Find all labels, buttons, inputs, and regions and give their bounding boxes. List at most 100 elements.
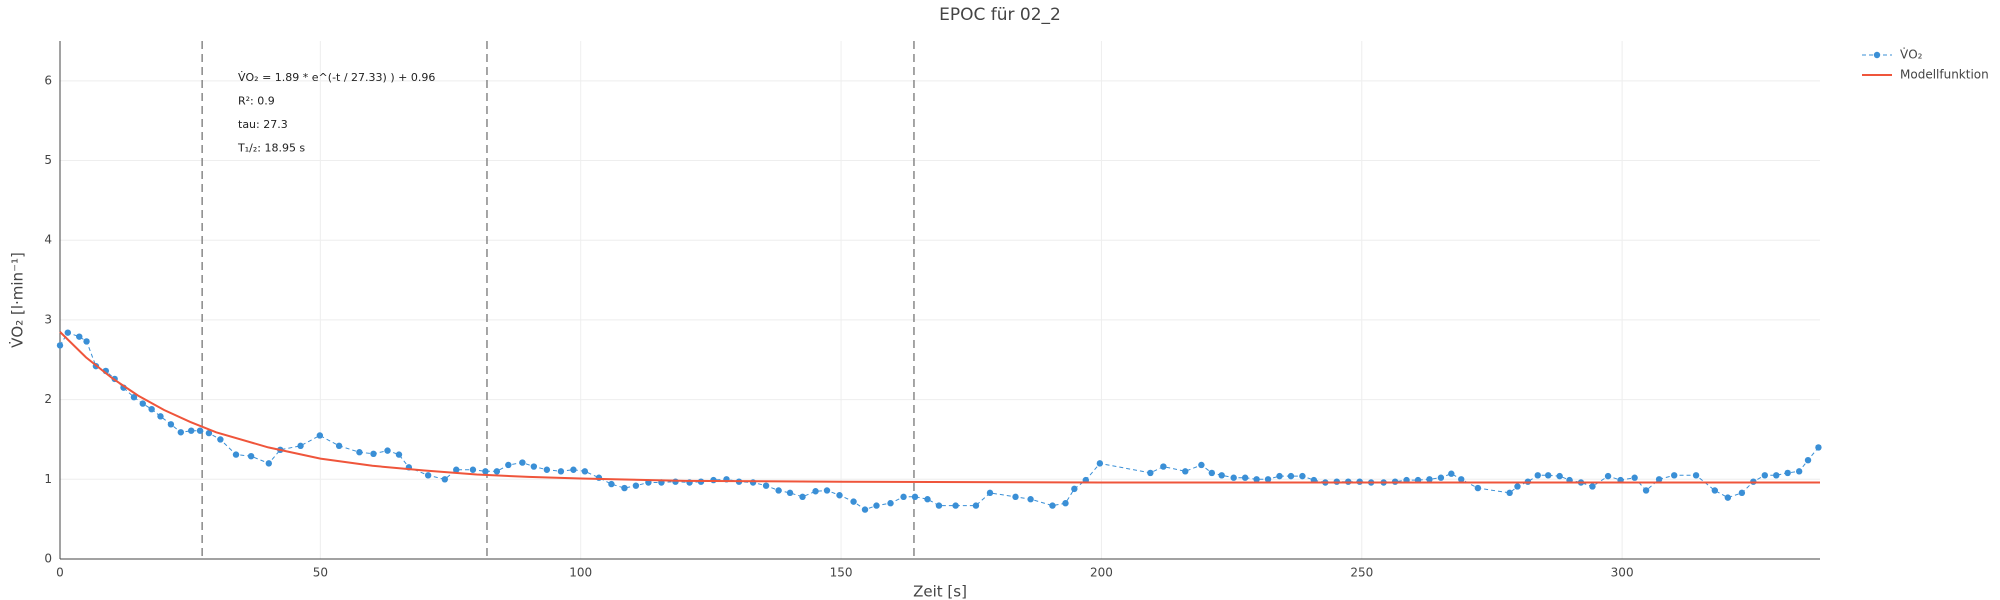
data-point [952,502,959,509]
y-tick-label: 2 [44,392,52,406]
data-point [83,338,90,345]
data-point [1815,444,1822,451]
data-point [148,405,155,413]
legend-marker [1873,51,1881,59]
data-point [232,451,240,458]
data-point [76,333,83,340]
data-point [632,482,640,489]
data-point [581,468,589,475]
data-point [1534,472,1541,479]
data-point [850,498,857,505]
data-point [812,488,819,495]
data-point [1160,463,1167,470]
data-point [1711,487,1719,494]
data-point [1027,496,1034,503]
data-point [1544,472,1552,479]
data-point [1218,472,1225,479]
data-point [1241,474,1249,481]
data-point [1448,470,1455,477]
data-point [1062,500,1069,507]
data-point [530,463,538,470]
data-point [139,400,146,407]
data-point [297,442,304,450]
data-point [1096,460,1104,467]
data-point [861,506,869,513]
data-point [519,459,526,466]
data-point [1182,468,1189,475]
legend-label: Modellfunktion [1900,68,1989,82]
data-point [1784,469,1791,477]
data-point [1604,472,1612,480]
data-point [557,468,565,475]
data-point [1230,474,1237,481]
x-tick-label: 0 [56,566,64,580]
x-tick-label: 250 [1350,566,1373,580]
data-point [1458,476,1465,483]
data-point [335,442,343,450]
data-point [370,450,377,458]
data-point [972,502,980,509]
data-point [157,413,164,420]
data-point [1773,472,1780,479]
data-point [167,421,175,428]
data-point [1642,487,1650,494]
data-point [924,496,931,503]
data-point [608,480,615,488]
x-tick-label: 100 [569,566,592,580]
series-line [59,331,1820,484]
data-point [395,451,403,458]
data-point [453,466,460,473]
data-point [1208,469,1216,477]
y-tick-label: 3 [44,312,52,326]
y-axis-label: V̇O₂ [l·min⁻¹] [8,252,27,348]
annotation: R²: 0.9 [238,95,275,108]
data-point [177,429,185,436]
data-point [836,492,843,499]
data-point [188,427,195,434]
data-point [873,502,880,509]
data-point [356,449,363,456]
data-point [1655,476,1663,483]
data-point [205,429,213,437]
data-point [1556,472,1563,480]
y-tick-label: 6 [44,73,52,87]
data-point [786,489,794,497]
data-point [986,489,994,497]
data-point [1264,476,1272,483]
data-point [1071,485,1078,493]
data-point [424,472,432,479]
data-point [621,484,628,492]
chart-title: EPOC für 02_2 [939,5,1061,25]
x-tick-label: 200 [1090,566,1113,580]
data-point [1276,472,1283,480]
data-point [1287,472,1295,480]
y-tick-label: 4 [44,233,52,247]
data-point [1253,476,1260,483]
data-point [1049,502,1056,509]
data-point [1692,472,1700,479]
data-point [1299,472,1306,480]
data-point [762,482,770,489]
data-point [1804,456,1812,464]
data-point [493,468,501,475]
data-point [1012,493,1019,501]
x-axis-label: Zeit [s] [913,583,967,600]
data-point [1738,489,1746,497]
data-point [823,487,831,494]
data-point [441,476,449,483]
y-tick-label: 5 [44,153,52,167]
data-point [384,447,391,454]
data-point [1147,469,1154,477]
data-point [1198,461,1205,469]
data-point [482,468,489,475]
data-point [935,502,943,509]
annotation: V̇O₂ = 1.89 * e^(-t / 27.33) ) + 0.96 [238,71,435,84]
data-point [1631,474,1638,481]
data-point [1426,476,1433,483]
y-tick-label: 1 [44,472,52,486]
data-point [1474,484,1482,492]
x-tick-label: 50 [313,566,328,580]
data-point [505,461,512,469]
data-point [900,493,907,501]
